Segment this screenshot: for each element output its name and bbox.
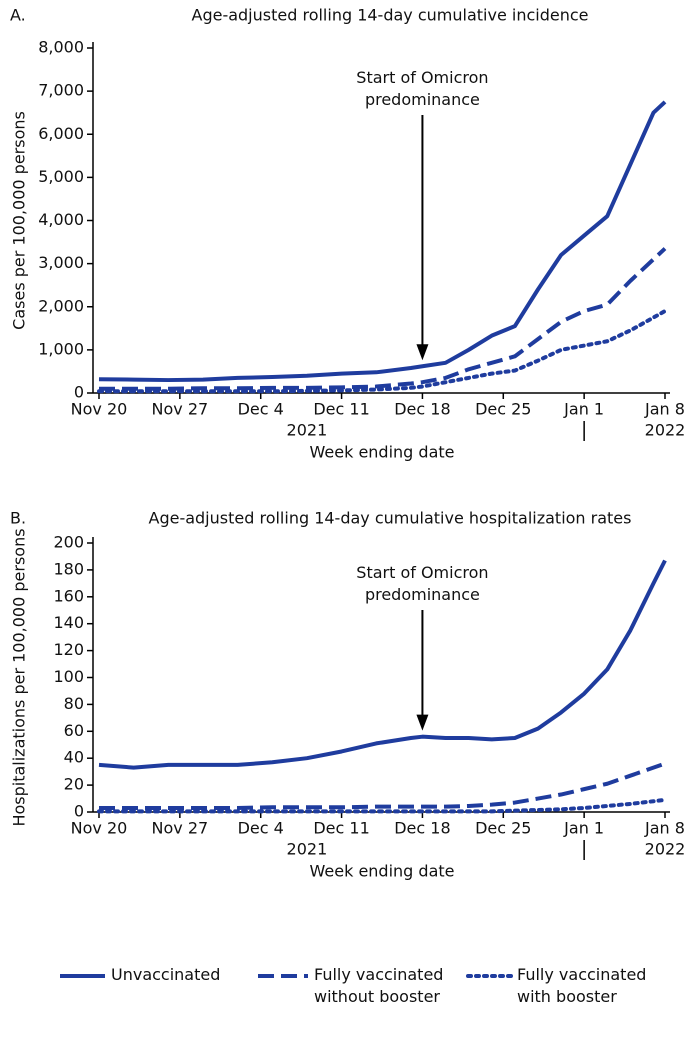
legend-label: Fully vaccinated without booster: [314, 965, 444, 1006]
y-tick-label: 80: [64, 694, 84, 713]
y-tick-label: 100: [53, 667, 84, 686]
x-tick-label: Dec 18: [394, 400, 450, 419]
line-series: [99, 761, 666, 810]
panel-label: B.: [10, 509, 26, 528]
y-tick-label: 6,000: [38, 124, 84, 143]
line-series: [98, 559, 667, 770]
annotation: Start of Omicron predominance: [356, 563, 489, 604]
year-label: 2022: [645, 840, 686, 859]
y-tick-label: 140: [53, 613, 84, 632]
y-axis-label: Cases per 100,000 persons: [10, 111, 29, 330]
line-series: [97, 797, 667, 814]
annotation: Start of Omicron predominance: [356, 68, 489, 109]
annotation: Start of Omicron predominance: [356, 68, 489, 109]
y-tick-label: 20: [64, 775, 84, 794]
x-tick-label: Jan 1: [563, 400, 604, 419]
x-tick-label: Dec 11: [313, 400, 369, 419]
legend-label: Fully vaccinated with booster: [517, 965, 647, 1006]
x-tick-label: Dec 11: [313, 819, 369, 838]
line-series: [98, 100, 667, 383]
legend-label: Fully vaccinated with booster: [517, 965, 647, 1006]
y-tick-label: 180: [53, 559, 84, 578]
x-tick-label: Dec 4: [238, 400, 284, 419]
y-tick-label: 5,000: [38, 167, 84, 186]
y-tick-label: 40: [64, 748, 84, 767]
y-axis-label: Hospitalizations per 100,000 persons: [10, 528, 29, 826]
x-tick-label: Jan 8: [644, 400, 685, 419]
x-tick-label: Dec 25: [475, 819, 531, 838]
y-tick-label: 2,000: [38, 296, 84, 315]
year-label: 2021: [287, 840, 328, 859]
x-tick-label: Dec 18: [394, 819, 450, 838]
annotation-arrowhead: [416, 714, 429, 731]
x-axis-label: Week ending date: [310, 862, 455, 881]
y-tick-label: 7,000: [38, 81, 84, 100]
legend-label: Fully vaccinated without booster: [314, 965, 444, 1006]
x-tick-label: Jan 1: [563, 819, 604, 838]
x-axis-label: Week ending date: [310, 443, 455, 462]
x-tick-label: Dec 4: [238, 819, 284, 838]
x-tick-label: Nov 20: [71, 400, 128, 419]
y-tick-label: 3,000: [38, 253, 84, 272]
y-tick-label: 0: [74, 383, 84, 402]
x-tick-label: Nov 20: [71, 819, 128, 838]
y-tick-label: 0: [74, 802, 84, 821]
legend-label: Unvaccinated: [111, 965, 221, 984]
annotation-arrowhead: [416, 344, 429, 361]
x-tick-label: Nov 27: [152, 819, 209, 838]
y-tick-label: 1,000: [38, 339, 84, 358]
chart-title: Age-adjusted rolling 14-day cumulative i…: [192, 6, 589, 25]
y-tick-label: 60: [64, 721, 84, 740]
y-tick-label: 200: [53, 533, 84, 552]
line-series: [99, 247, 667, 391]
annotation: Start of Omicron predominance: [356, 563, 489, 604]
x-tick-label: Dec 25: [475, 400, 531, 419]
chart-title: Age-adjusted rolling 14-day cumulative h…: [149, 509, 632, 528]
legend-label: Unvaccinated: [111, 965, 221, 984]
panel-label: A.: [10, 6, 26, 25]
y-tick-label: 160: [53, 586, 84, 605]
year-label: 2022: [645, 421, 686, 440]
y-tick-label: 120: [53, 640, 84, 659]
line-series: [97, 309, 667, 394]
year-label: 2021: [287, 421, 328, 440]
y-tick-label: 8,000: [38, 38, 84, 57]
x-tick-label: Nov 27: [152, 400, 209, 419]
y-tick-label: 4,000: [38, 210, 84, 229]
x-tick-label: Jan 8: [644, 819, 685, 838]
